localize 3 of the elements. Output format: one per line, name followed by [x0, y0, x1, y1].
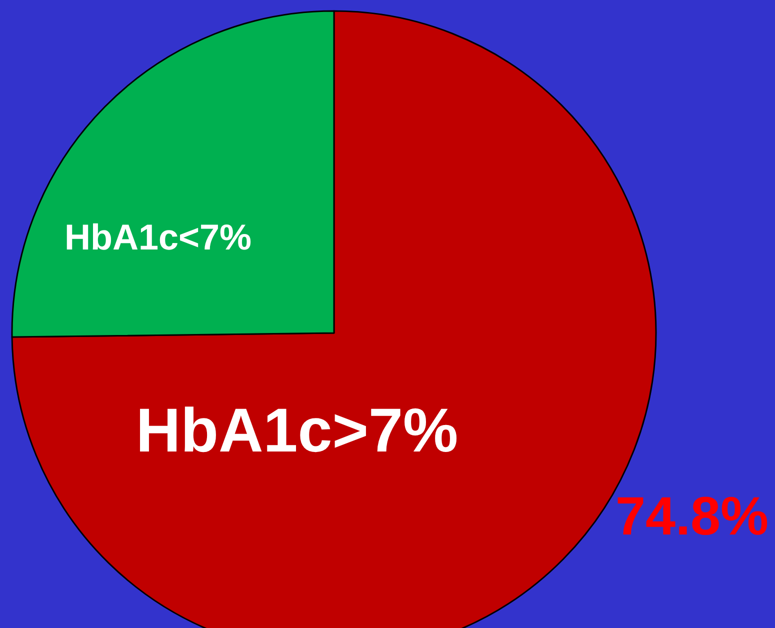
data-label: 74.8% — [615, 486, 769, 546]
slice-label: HbA1c<7% — [64, 216, 252, 258]
slice-label: HbA1c>7% — [136, 396, 458, 466]
